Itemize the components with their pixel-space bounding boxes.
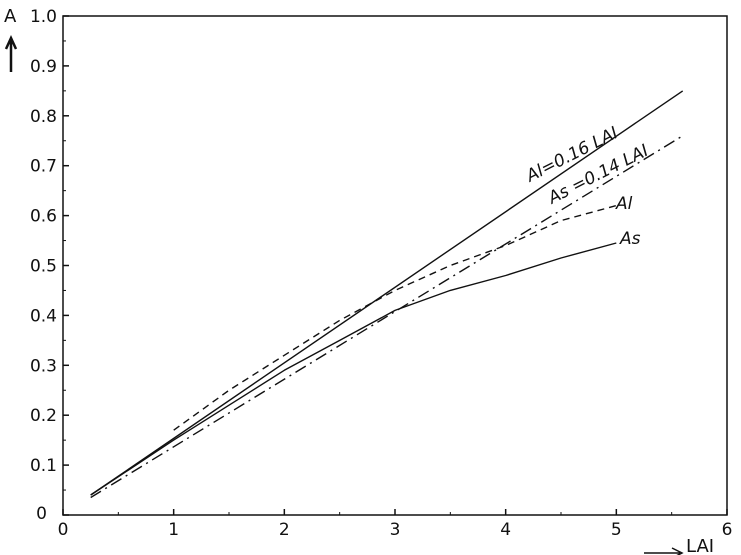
y-tick-label: 0.9	[30, 57, 57, 77]
series	[90, 90, 684, 499]
x-tick-label: 5	[611, 520, 622, 540]
y-tick-label: 0	[36, 504, 47, 524]
x-axis-label: LAI	[686, 536, 714, 555]
y-tick-label: 0.7	[30, 157, 57, 177]
series-line-3	[90, 135, 684, 499]
x-tick-label: 6	[722, 520, 733, 540]
y-tick-label: 0.8	[30, 107, 57, 127]
x-tick-label: 2	[279, 520, 290, 540]
x-tick-label: 4	[500, 520, 511, 540]
x-tick-label: 0	[58, 520, 69, 540]
series-line-2	[90, 90, 684, 496]
y-axis-label: A	[4, 6, 17, 27]
y-axis-arrow-icon	[4, 34, 18, 72]
x-axis-arrow-icon	[644, 547, 684, 555]
y-tick-label: 1.0	[30, 7, 57, 27]
y-tick-label: 0.3	[30, 356, 57, 376]
series-line-0	[173, 204, 617, 431]
annotation-as: As	[619, 229, 641, 249]
y-tick-label: 0.1	[30, 456, 57, 476]
y-tick-label: 0.5	[30, 257, 57, 277]
y-tick-label: 0.4	[30, 306, 57, 326]
plot-frame	[62, 15, 728, 516]
x-tick-label: 1	[168, 520, 179, 540]
series-line-1	[90, 242, 617, 496]
annotation-al: Al	[615, 194, 633, 214]
y-tick-label: 0.6	[30, 207, 57, 227]
x-tick-label: 3	[390, 520, 401, 540]
axes	[62, 15, 728, 516]
y-tick-label: 0.2	[30, 406, 57, 426]
ticks: 0.1 0.2 0.3 0.4 0.5 0.6 0.7 0.8 0.9 1.0 00 1 2 3 4 5 6	[30, 7, 732, 540]
